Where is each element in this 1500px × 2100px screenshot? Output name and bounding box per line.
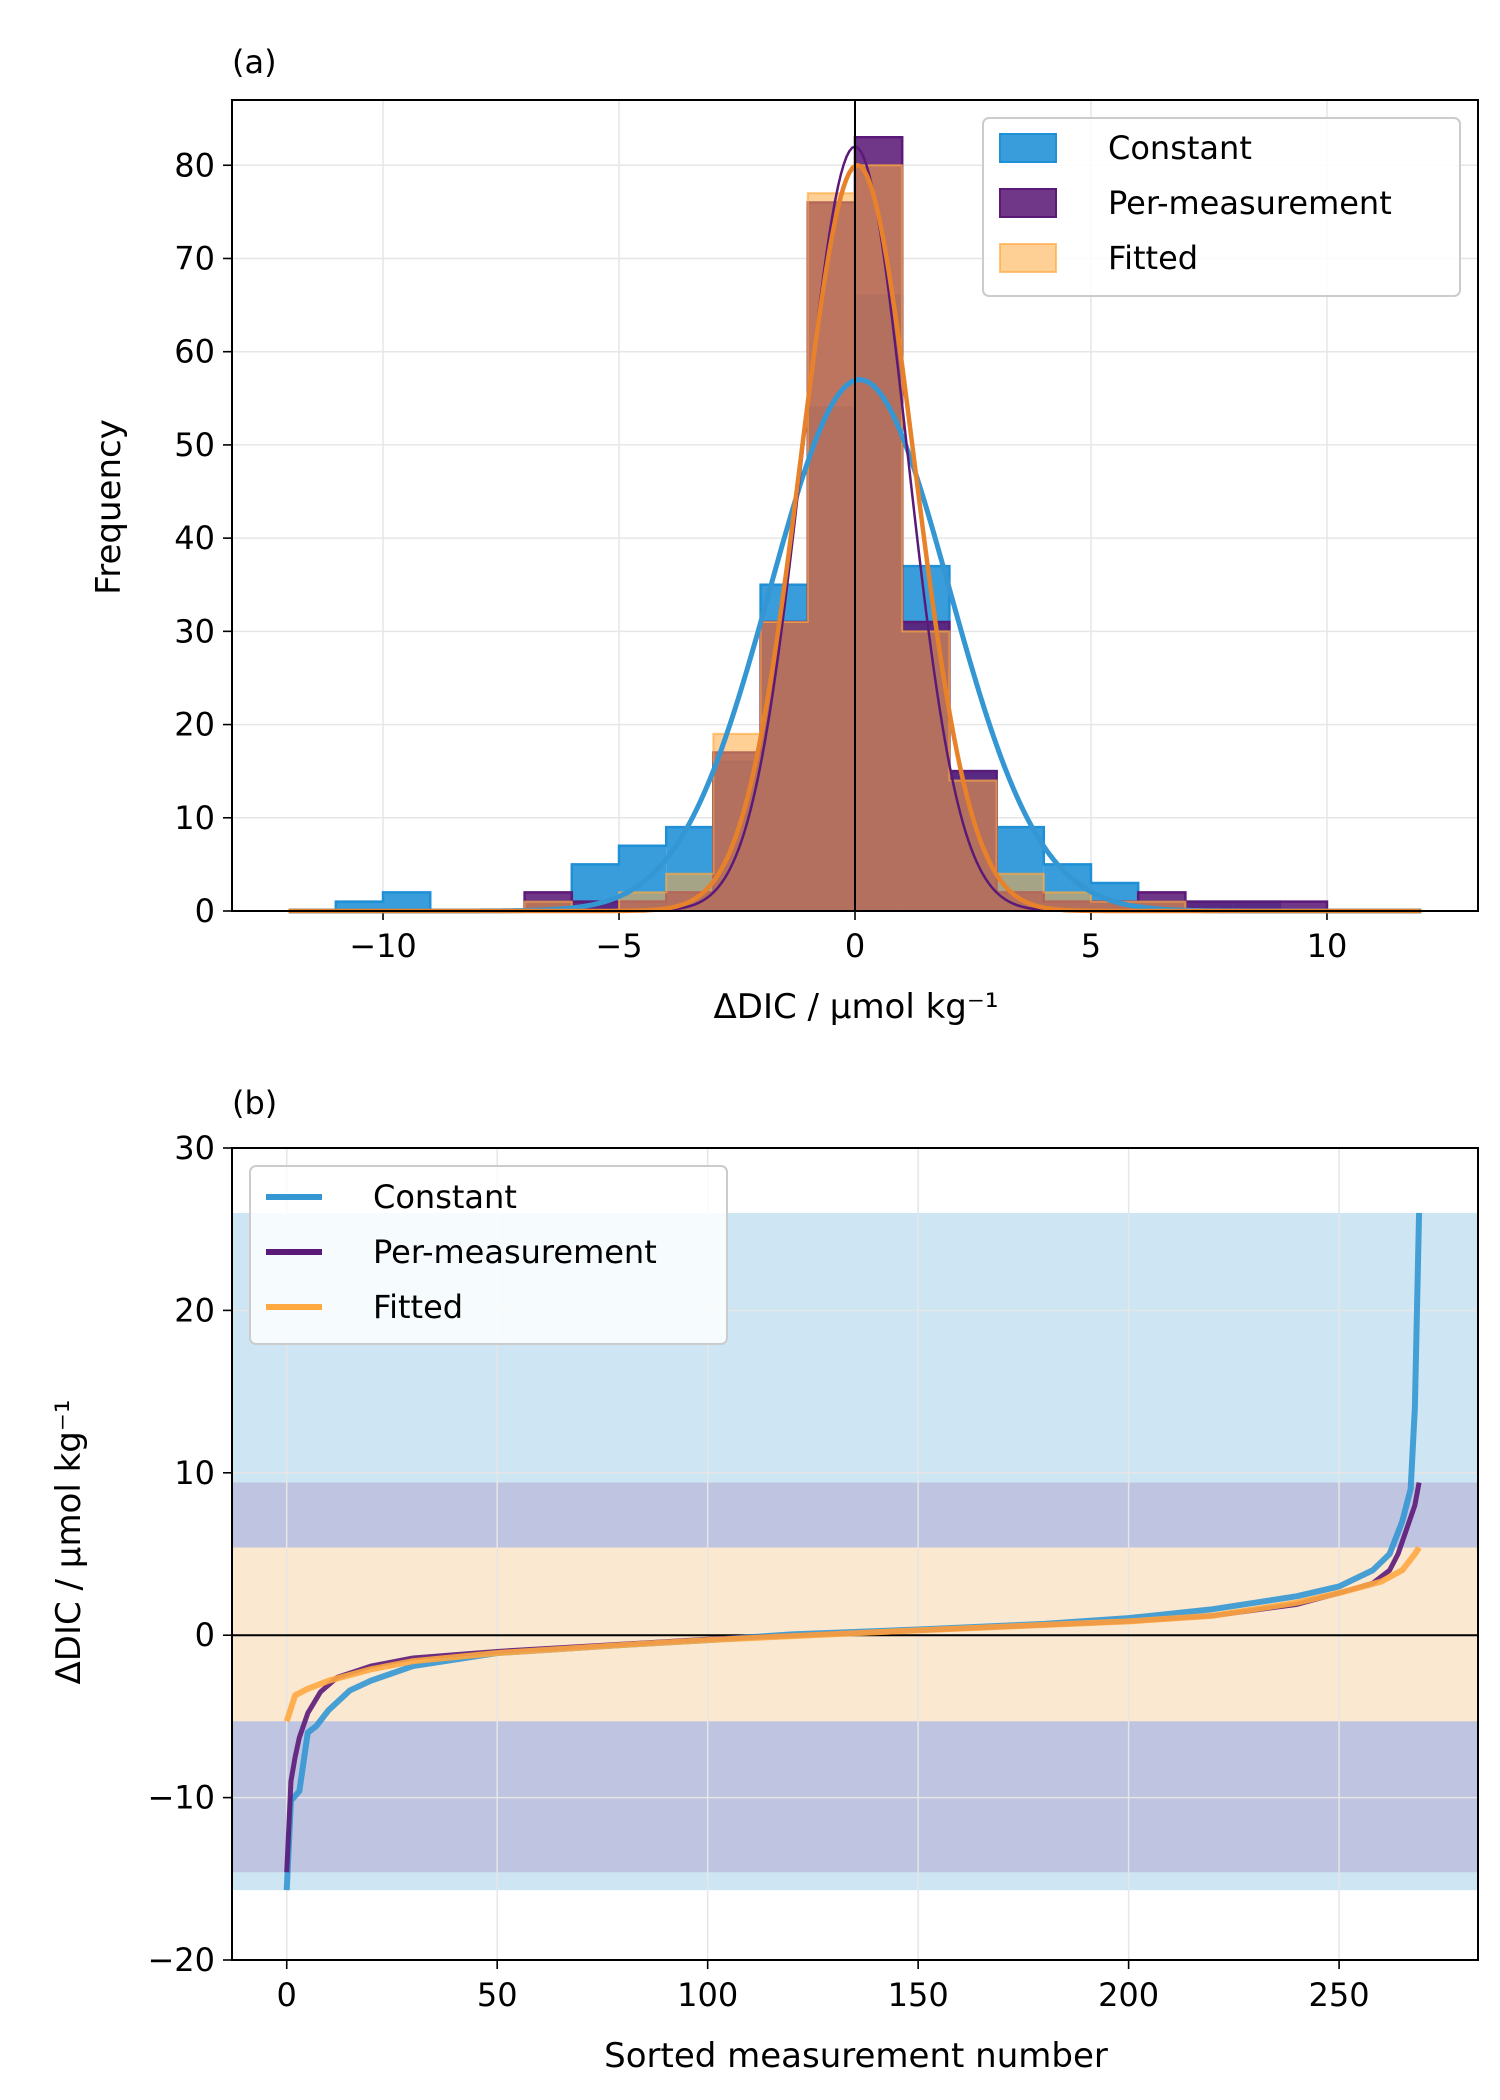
histogram-bar-fitted (807, 193, 855, 911)
sorted-x-tick-label: 50 (477, 1976, 518, 2014)
histogram-y-tick-label: 10 (174, 799, 215, 837)
histogram-bar-per_measurement (1279, 901, 1327, 911)
histogram-legend-label-fitted: Fitted (1108, 239, 1198, 277)
sorted-line-fitted (283, 1545, 1422, 1723)
panel-a-label: (a) (232, 43, 277, 81)
histogram-legend-box (982, 117, 1461, 297)
sorted-x-tick-label: 150 (888, 1976, 949, 2014)
histogram-plot-area: −10 −5 0 5 10 0 10 20 30 40 50 60 70 80 Constant Per-me… (174, 99, 1479, 965)
histogram-legend-swatch-per_measurement (999, 188, 1057, 218)
histogram-y-tick-label: 30 (174, 612, 215, 650)
histogram-x-tick-label: −10 (349, 927, 417, 965)
sorted-legend: Constant Per-measurement Fitted (249, 1165, 728, 1345)
histogram-bar-constant (383, 892, 431, 911)
histogram-bar-fitted (760, 622, 808, 911)
histogram-x-tick-label: 0 (845, 927, 865, 965)
histogram-legend-swatch-constant (999, 133, 1057, 163)
histogram-x-tick-label: 10 (1307, 927, 1348, 965)
histogram-frame (231, 99, 1479, 912)
sorted-legend-box (249, 1165, 728, 1345)
sorted-y-tick-label: −20 (147, 1941, 215, 1979)
histogram-bar-fitted (619, 892, 667, 911)
sorted-residuals-panel: (b) 0 50 100 150 200 250 −20 −10 0 10 20 30 Constant… (49, 1084, 1479, 2076)
sorted-legend-label-per_measurement: Per-measurement (373, 1233, 657, 1271)
panel-b-label: (b) (232, 1084, 277, 1122)
sorted-frame (231, 1147, 1479, 1961)
histogram-bar-fitted (1043, 892, 1091, 911)
sorted-x-axis-label: Sorted measurement number (604, 2036, 1108, 2076)
sorted-legend-label-constant: Constant (373, 1178, 517, 1216)
histogram-legend: Constant Per-measurement Fitted (982, 117, 1461, 297)
sorted-y-axis-label: ΔDIC / µmol kg⁻¹ (49, 1400, 89, 1685)
histogram-bar-constant (335, 901, 384, 911)
histogram-bar-fitted (1090, 901, 1139, 911)
histogram-legend-label-per_measurement: Per-measurement (1108, 184, 1392, 222)
sorted-residuals-plot-area: 0 50 100 150 200 250 −20 −10 0 10 20 30 Constant Per-… (147, 1129, 1479, 2014)
sorted-y-tick-label: 10 (174, 1454, 215, 1492)
histogram-y-tick-label: 50 (174, 426, 215, 464)
sorted-y-tick-label: −10 (147, 1779, 215, 1817)
sorted-x-tick-label: 0 (277, 1976, 297, 2014)
sorted-y-tick-label: 0 (195, 1616, 215, 1654)
sorted-x-tick-label: 100 (677, 1976, 738, 2014)
sorted-x-tick-label: 200 (1098, 1976, 1159, 2014)
histogram-y-tick-label: 0 (195, 892, 215, 930)
histogram-x-tick-label: −5 (595, 927, 642, 965)
histogram-y-tick-label: 20 (174, 706, 215, 744)
histogram-y-tick-label: 60 (174, 333, 215, 371)
histogram-bar-fitted (1138, 901, 1186, 911)
sorted-x-tick-label: 250 (1309, 1976, 1370, 2014)
histogram-y-axis-label: Frequency (89, 419, 129, 595)
histogram-panel: (a) −10 −5 0 5 10 0 10 20 30 40 50 60 70 80 Constant Pe… (89, 43, 1479, 1027)
histogram-y-tick-label: 70 (174, 239, 215, 277)
histogram-x-axis-label: ΔDIC / µmol kg⁻¹ (714, 987, 999, 1027)
histogram-bar-fitted (524, 901, 572, 911)
sorted-legend-label-fitted: Fitted (373, 1288, 463, 1326)
histogram-legend-label-constant: Constant (1108, 129, 1252, 167)
histogram-bar-fitted (855, 165, 903, 911)
histogram-y-tick-label: 80 (174, 146, 215, 184)
histogram-x-tick-label: 5 (1081, 927, 1101, 965)
histogram-legend-swatch-fitted (999, 243, 1057, 273)
histogram-y-tick-label: 40 (174, 519, 215, 557)
sorted-y-tick-label: 20 (174, 1291, 215, 1329)
histogram-bar-per_measurement (1232, 901, 1280, 911)
sorted-y-tick-label: 30 (174, 1129, 215, 1167)
histogram-bar-per_measurement (1185, 901, 1233, 911)
